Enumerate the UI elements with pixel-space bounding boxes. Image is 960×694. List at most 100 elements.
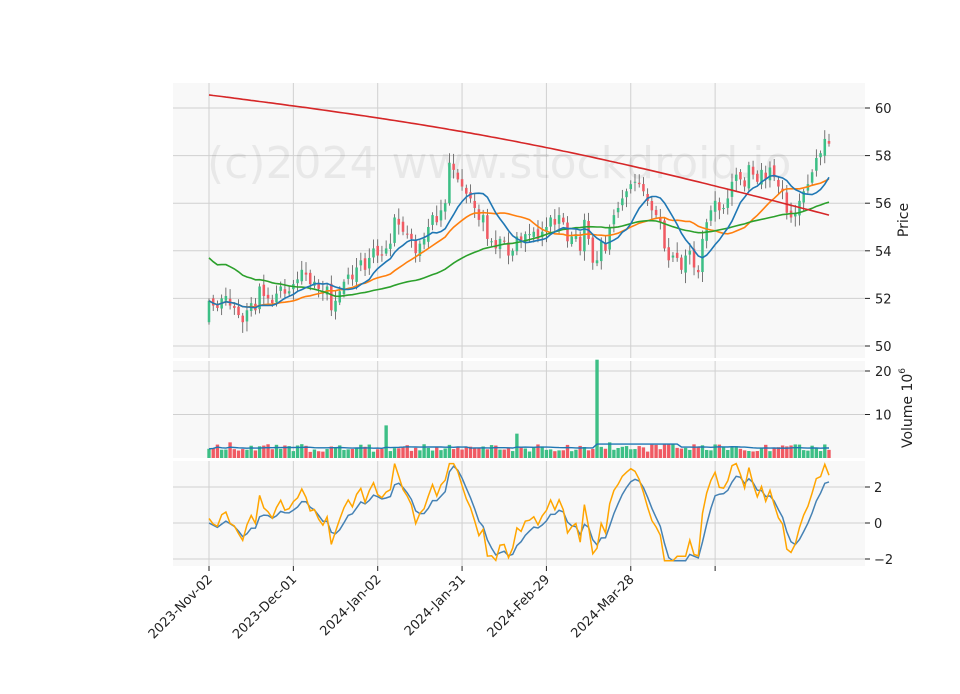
- candle-body: [625, 191, 628, 198]
- volume-bar: [312, 449, 317, 458]
- volume-bar: [283, 445, 287, 458]
- volume-bar: [742, 450, 747, 458]
- candle-body: [304, 272, 308, 275]
- candle-body: [629, 184, 633, 190]
- candle-body: [245, 310, 249, 322]
- volume-bar: [481, 446, 485, 458]
- volume-bar: [262, 445, 266, 458]
- volume-bar: [603, 448, 608, 458]
- candle-body: [734, 174, 738, 181]
- candle-body: [389, 243, 392, 249]
- volume-bar: [249, 445, 253, 458]
- volume-bar: [266, 444, 270, 458]
- candle-body: [317, 283, 320, 289]
- volume-bar: [527, 451, 532, 458]
- volume-bar: [705, 449, 709, 458]
- candle-body: [380, 254, 384, 256]
- volume-bar: [532, 447, 536, 458]
- volume-bar: [818, 451, 823, 458]
- volume-bar: [696, 446, 700, 458]
- volume-bar: [253, 450, 258, 458]
- candle-body: [266, 294, 270, 299]
- candle-body: [494, 240, 498, 249]
- candle-body: [384, 248, 388, 254]
- candle-body: [283, 289, 287, 294]
- volume-bar: [380, 448, 384, 458]
- candle-body: [359, 260, 363, 266]
- candle-body: [211, 298, 215, 306]
- volume-bar: [388, 451, 393, 458]
- volume-bar: [426, 447, 431, 458]
- volume-bar: [346, 449, 350, 458]
- candle-body: [616, 207, 620, 213]
- volume-bar: [287, 446, 291, 458]
- volume-bar: [747, 450, 751, 458]
- volume-bar: [548, 449, 553, 458]
- volume-bar: [224, 449, 228, 458]
- volume-bar: [624, 446, 629, 458]
- candle-body: [481, 215, 485, 223]
- volume-bar: [667, 444, 671, 458]
- candle-body: [659, 216, 662, 223]
- candle-body: [777, 179, 780, 187]
- volume-bar: [700, 445, 705, 458]
- volume-bar: [308, 451, 312, 458]
- volume-bar: [654, 444, 658, 458]
- candle-body: [675, 252, 679, 258]
- price-tick-label: 52: [875, 292, 892, 307]
- x-tick-label: 2023-Nov-02: [146, 572, 216, 642]
- ma-mid-line: [208, 178, 830, 308]
- candle-body: [583, 219, 586, 252]
- volume-bar: [734, 446, 738, 458]
- volume-bar: [586, 450, 591, 458]
- candle-body: [405, 233, 409, 235]
- candle-body: [772, 165, 776, 178]
- volume-bar: [570, 451, 574, 458]
- candle-body: [262, 284, 266, 297]
- volume-bar: [814, 448, 819, 458]
- candle-body: [233, 306, 236, 308]
- oscillator-panel: [173, 461, 865, 566]
- price-tick-label: 50: [875, 340, 892, 355]
- candle-body: [207, 300, 211, 323]
- volume-bar: [502, 449, 506, 458]
- candle-body: [279, 286, 282, 291]
- candle-body: [591, 237, 595, 263]
- volume-bar: [338, 445, 342, 458]
- x-tick-label: 2024-Mar-28: [568, 572, 637, 641]
- candle-body: [452, 163, 455, 170]
- price-axis-label: Price: [896, 203, 912, 237]
- volume-bar: [477, 447, 481, 458]
- candle-body: [372, 248, 375, 258]
- volume-bar: [485, 449, 490, 458]
- candle-body: [465, 187, 468, 194]
- price-tick-label: 54: [875, 245, 892, 260]
- volume-bar: [806, 450, 810, 458]
- candle-body: [696, 269, 700, 273]
- volume-bar: [211, 447, 215, 458]
- volume-bar: [633, 449, 637, 458]
- candle-body: [439, 210, 443, 221]
- volume-bar: [797, 444, 802, 458]
- volume-bar: [768, 451, 772, 458]
- volume-bar: [409, 450, 414, 458]
- volume-bar: [523, 448, 528, 458]
- osc-tick-label: −2: [874, 553, 893, 568]
- volume-tick-label: 20: [875, 365, 892, 380]
- volume-bar: [776, 447, 781, 458]
- volume-bar: [810, 445, 814, 458]
- price-tick-label: 58: [875, 150, 892, 165]
- candle-body: [718, 202, 721, 211]
- volume-bar: [274, 444, 279, 458]
- volume-bar: [544, 449, 549, 458]
- x-tick-label: 2024-Jan-02: [318, 572, 385, 639]
- volume-bar: [519, 447, 523, 458]
- candle-body: [532, 231, 536, 237]
- volume-bar: [591, 448, 595, 458]
- candle-body: [422, 238, 426, 245]
- volume-bar: [599, 446, 603, 458]
- volume-bar: [241, 449, 245, 458]
- volume-bar: [561, 450, 565, 458]
- volume-bar: [620, 446, 625, 458]
- volume-bar: [300, 444, 304, 458]
